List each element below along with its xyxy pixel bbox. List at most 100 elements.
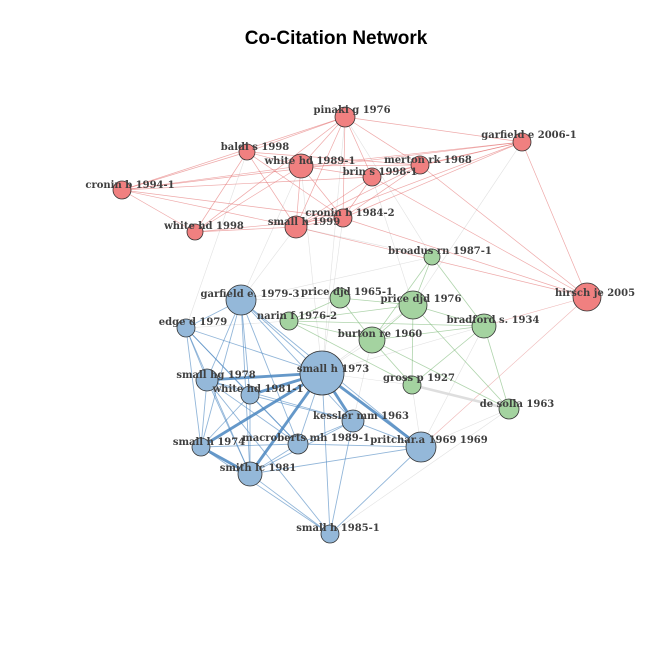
edge <box>246 151 421 166</box>
node-brins <box>362 167 382 187</box>
cross-edge <box>412 141 523 306</box>
edge <box>200 371 323 449</box>
node-garfield2006 <box>512 132 532 152</box>
edge <box>121 189 344 219</box>
edge <box>321 372 331 535</box>
cross-edge <box>300 165 323 374</box>
edge <box>371 325 485 341</box>
node-label-price1965: price djd 1965-1 <box>301 287 393 298</box>
edge <box>288 320 373 341</box>
cross-edge <box>329 408 510 535</box>
node-label-edge: edge d 1979 <box>159 317 228 328</box>
cross-edge <box>321 116 346 374</box>
edge <box>342 116 346 219</box>
cross-cluster-edges <box>185 116 588 535</box>
cross-edge <box>420 325 485 448</box>
edge <box>300 141 523 167</box>
edge <box>344 116 421 166</box>
node-edge <box>176 318 196 338</box>
node-label-bradford: bradford s. 1934 <box>447 315 540 326</box>
edge <box>200 299 242 448</box>
edge <box>521 141 588 298</box>
edge <box>249 394 354 422</box>
cross-edge <box>420 408 510 448</box>
node-garfield1979 <box>225 284 257 316</box>
edge <box>194 116 346 233</box>
edge <box>329 446 422 535</box>
cross-edge <box>185 151 248 329</box>
node-label-price1976: price djd 1976 <box>381 294 462 305</box>
cross-edge <box>420 296 588 448</box>
edge <box>371 339 510 410</box>
edge <box>288 304 414 322</box>
node-label-macroberts: macroberts mh 1989-1 <box>242 433 370 444</box>
node-macroberts <box>287 433 309 455</box>
node-cronin1994 <box>112 180 132 200</box>
edge <box>194 165 302 233</box>
edge <box>288 320 485 327</box>
edge <box>344 116 523 143</box>
edge <box>300 164 421 167</box>
edge <box>431 256 485 327</box>
cross-edge <box>483 296 588 327</box>
node-label-smallh1973: small h 1973 <box>297 364 369 375</box>
edge <box>297 443 422 448</box>
node-label-whitehd1981: white hd 1981-1 <box>212 384 304 395</box>
edge <box>342 164 421 219</box>
node-smallh1973 <box>299 350 345 396</box>
node-label-burton: burton re 1960 <box>338 329 423 340</box>
node-label-smallhg1978: small hg 1978 <box>176 370 255 381</box>
edge <box>185 327 323 374</box>
cross-edge <box>352 339 373 422</box>
cross-edge <box>240 256 433 301</box>
node-desolla <box>498 398 520 420</box>
node-gross <box>402 375 422 395</box>
node-label-smith: smith lc 1981 <box>220 463 297 474</box>
node-smallhg1978 <box>195 368 219 392</box>
cross-edge <box>321 325 485 374</box>
edge <box>240 299 354 422</box>
edge <box>206 379 354 422</box>
edge <box>206 379 331 535</box>
edge <box>483 325 510 410</box>
node-narin <box>279 311 299 331</box>
node-label-baldi: baldi s 1998 <box>221 142 290 153</box>
node-whitehd1981 <box>240 385 260 405</box>
node-label-brins: brin s 1998-1 <box>343 167 418 178</box>
node-label-whitehd1989: white hd 1989-1 <box>264 156 356 167</box>
node-kessler <box>341 409 365 433</box>
edge <box>121 189 297 228</box>
edge <box>121 151 248 191</box>
edge <box>249 473 331 535</box>
edge <box>194 217 344 233</box>
node-merton <box>410 155 430 175</box>
node-broadus <box>423 248 441 266</box>
node-label-desolla: de solla 1963 <box>480 399 555 410</box>
edge <box>246 151 297 228</box>
edge <box>412 304 510 410</box>
nodes <box>112 106 602 544</box>
edge <box>249 394 299 445</box>
cross-edge <box>240 165 302 301</box>
node-label-garfield1979: garfield e. 1979-3 <box>201 289 300 300</box>
edge <box>206 379 251 475</box>
node-smith <box>237 461 263 487</box>
node-label-smallh1985: small h 1985-1 <box>296 523 379 534</box>
edge <box>295 116 346 228</box>
edge <box>121 176 373 191</box>
node-label-whitehd1998: white hd 1998 <box>163 221 244 232</box>
edge <box>371 176 588 298</box>
edge <box>121 165 302 191</box>
edge <box>295 176 373 228</box>
node-label-smallh1974: small h 1974 <box>173 437 245 448</box>
edge <box>295 141 523 228</box>
node-label-smallh1999: small h 1999 <box>268 217 340 228</box>
node-smallh1974 <box>191 437 211 457</box>
node-whitehd1989 <box>288 153 314 179</box>
cross-edge <box>185 320 290 329</box>
node-label-hirsch: hirsch je 2005 <box>555 288 635 299</box>
edge <box>246 116 346 153</box>
node-price1976 <box>398 290 428 320</box>
node-label-kessler: kessler mm 1963 <box>313 411 409 422</box>
node-label-narin: narin f 1976-2 <box>257 311 337 322</box>
